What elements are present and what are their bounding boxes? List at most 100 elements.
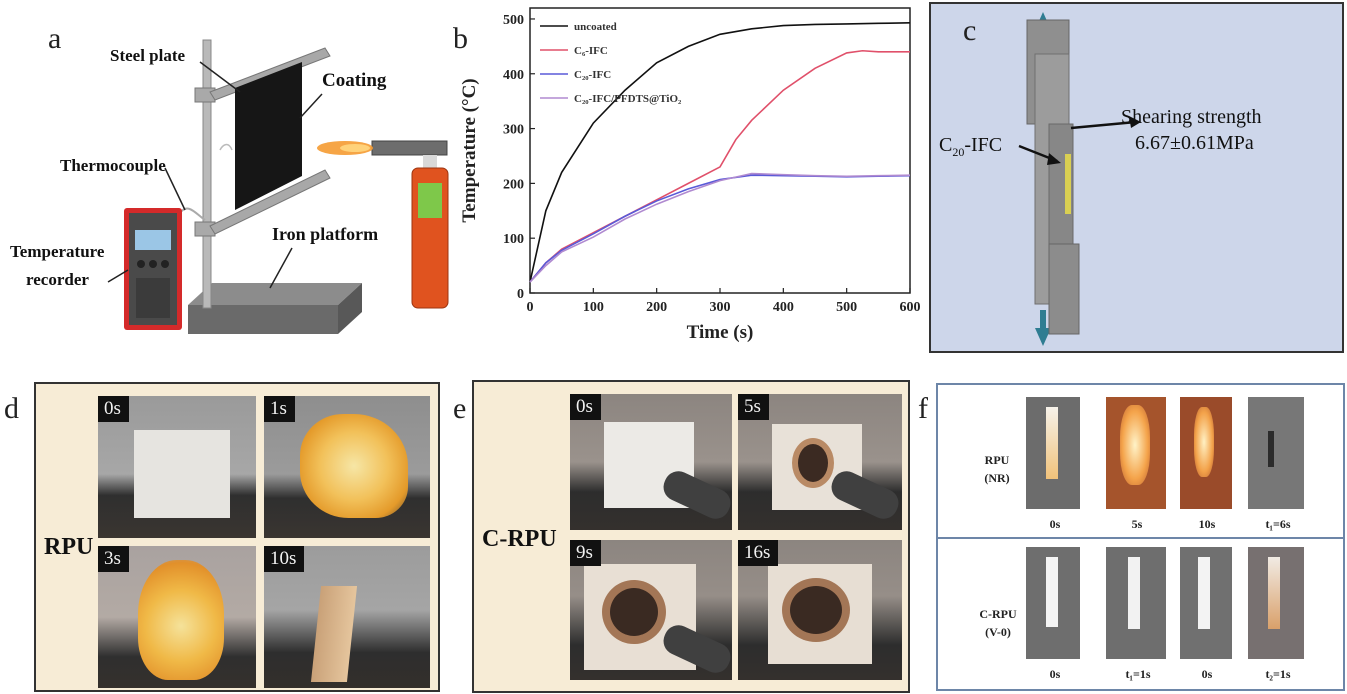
row2-time-3: 0s bbox=[1201, 667, 1213, 681]
x-tick-label: 400 bbox=[773, 300, 794, 315]
panel-a-label: a bbox=[48, 22, 62, 55]
time-tag: 1s bbox=[264, 396, 295, 422]
time-tag: 0s bbox=[570, 394, 601, 420]
series-line-1 bbox=[529, 21, 911, 283]
y-axis-label: Temperature (°C) bbox=[459, 78, 480, 222]
specimen-strip bbox=[1268, 557, 1280, 629]
c-rpu-photo-0s: 0s bbox=[570, 394, 732, 530]
row1-time-3: 10s bbox=[1198, 517, 1216, 531]
panel-f-label: f bbox=[918, 392, 928, 425]
shear-strength-title: Shearing strength bbox=[1121, 106, 1262, 128]
panel-e-sample-label: C-RPU bbox=[482, 526, 557, 552]
panel-d-label: d bbox=[4, 392, 19, 425]
char-spot bbox=[790, 586, 842, 634]
flame-shape bbox=[138, 560, 224, 680]
x-tick-label: 0 bbox=[527, 300, 534, 315]
row2-time-1: 0s bbox=[1049, 667, 1061, 681]
specimen-strip bbox=[1046, 557, 1058, 627]
sample-sheet bbox=[134, 430, 230, 518]
specimen-label-c: C bbox=[939, 134, 953, 156]
c-rpu-vertical-burn-t1 bbox=[1106, 547, 1166, 659]
time-tag: 16s bbox=[738, 540, 779, 566]
rpu-vertical-burn-5s bbox=[1106, 397, 1166, 509]
charred-sample bbox=[310, 586, 358, 682]
flame-shape bbox=[1194, 407, 1214, 477]
specimen-label-suffix: -IFC bbox=[964, 134, 1003, 156]
row2-time-2: t₁=1s bbox=[1125, 667, 1151, 681]
torch-shape bbox=[658, 466, 732, 524]
panel-f-divider bbox=[938, 537, 1343, 539]
shear-strength-value: 6.67±0.61MPa bbox=[1135, 132, 1254, 154]
row1-rating: (NR) bbox=[984, 471, 1010, 485]
rpu-vertical-burn-10s bbox=[1180, 397, 1232, 509]
x-tick-label: 300 bbox=[710, 300, 731, 315]
coating-plate bbox=[235, 62, 302, 210]
c-rpu-photo-9s: 9s bbox=[570, 540, 732, 680]
x-tick-label: 200 bbox=[646, 300, 667, 315]
panel-a: a bbox=[0, 0, 455, 345]
char-spot bbox=[610, 588, 658, 636]
label-temperature-recorder-line2: recorder bbox=[26, 270, 89, 289]
torch-shape bbox=[826, 466, 902, 524]
label-iron-platform: Iron platform bbox=[272, 224, 379, 244]
specimen-strip bbox=[1128, 557, 1140, 629]
stand-rod bbox=[202, 39, 212, 309]
tension-arrow-down bbox=[1035, 310, 1051, 346]
flame-shape bbox=[300, 414, 408, 518]
rpu-photo-3s: 3s bbox=[98, 546, 256, 688]
time-tag: 9s bbox=[570, 540, 601, 566]
row2-rating: (V-0) bbox=[985, 625, 1011, 639]
temperature-chart: 0 100 200 300 400 500 600 0 100 200 300 400 500 Time … bbox=[459, 7, 921, 343]
row1-name: RPU bbox=[984, 453, 1010, 467]
iron-platform-shape bbox=[188, 283, 362, 305]
label-thermocouple: Thermocouple bbox=[60, 156, 166, 175]
y-tick-label: 0 bbox=[517, 287, 524, 302]
c-rpu-vertical-burn-t2 bbox=[1248, 547, 1304, 659]
rpu-vertical-burn-0s bbox=[1026, 397, 1080, 509]
panel-b: b 0 100 200 300 400 500 600 0 100 200 300 400 500 Tim… bbox=[453, 0, 925, 350]
specimen-illustration bbox=[1018, 12, 1141, 346]
c-rpu-vertical-burn-0s bbox=[1026, 547, 1080, 659]
y-tick-label: 500 bbox=[503, 13, 524, 28]
torch-nozzle bbox=[371, 140, 448, 156]
x-tick-label: 100 bbox=[583, 300, 604, 315]
panel-d: RPU 0s 1s 3s 10s bbox=[34, 382, 440, 692]
c-rpu-photo-16s: 16s bbox=[738, 540, 902, 680]
series-line-2 bbox=[529, 49, 910, 283]
label-coating: Coating bbox=[322, 70, 387, 91]
y-tick-label: 200 bbox=[503, 177, 524, 192]
specimen-label: C20-IFC bbox=[939, 134, 1002, 160]
specimen-strip bbox=[1198, 557, 1210, 629]
label-temperature-recorder-line1: Temperature bbox=[10, 242, 105, 261]
c-rpu-vertical-burn-0s-2 bbox=[1180, 547, 1232, 659]
row2-name: C-RPU bbox=[979, 607, 1017, 621]
residue bbox=[1268, 431, 1274, 467]
x-tick-label: 600 bbox=[900, 300, 921, 315]
panel-c: c C20-IFC Shearing strength 6.67±0.61MPa bbox=[929, 2, 1344, 353]
panel-e: C-RPU 0s 5s 9s 16s bbox=[472, 380, 910, 693]
apparatus-illustration bbox=[107, 39, 449, 334]
panel-e-label: e bbox=[453, 392, 467, 425]
panel-b-label: b bbox=[453, 22, 468, 55]
legend-label-4: C₂₀-IFC/PFDTS@TiO₂ bbox=[574, 93, 682, 105]
time-tag: 3s bbox=[98, 546, 129, 572]
row1-time-2: 5s bbox=[1131, 517, 1143, 531]
row2-time-4: t₂=1s bbox=[1265, 667, 1291, 681]
time-tag: 5s bbox=[738, 394, 769, 420]
legend-label-3: C₂₀-IFC bbox=[574, 69, 611, 81]
specimen-label-sub: 20 bbox=[952, 145, 965, 159]
specimen-strip bbox=[1046, 407, 1058, 479]
rpu-photo-1s: 1s bbox=[264, 396, 430, 538]
rpu-vertical-burn-t1 bbox=[1248, 397, 1304, 509]
char-spot bbox=[798, 444, 828, 482]
rpu-photo-0s: 0s bbox=[98, 396, 256, 538]
x-tick-label: 500 bbox=[836, 300, 857, 315]
legend-label-2: C₆-IFC bbox=[574, 45, 608, 57]
c-rpu-photo-5s: 5s bbox=[738, 394, 902, 530]
panel-c-label: c bbox=[963, 14, 977, 47]
time-tag: 10s bbox=[264, 546, 305, 572]
legend-label-1: uncoated bbox=[574, 21, 617, 33]
x-axis-label: Time (s) bbox=[687, 322, 754, 343]
y-tick-label: 100 bbox=[503, 232, 524, 247]
time-tag: 0s bbox=[98, 396, 129, 422]
